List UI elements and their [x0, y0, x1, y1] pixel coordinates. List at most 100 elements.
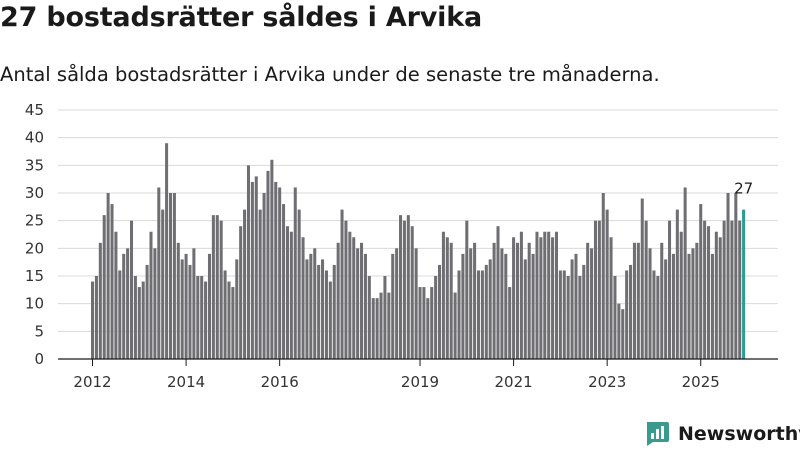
x-tick-label: 2019: [401, 373, 439, 391]
bar: [246, 165, 250, 359]
bar: [515, 242, 520, 359]
bar: [184, 253, 188, 359]
bar: [648, 248, 652, 359]
bar: [340, 209, 344, 359]
y-tick-label: 30: [25, 184, 44, 202]
bar: [324, 270, 328, 359]
bar: [457, 270, 461, 359]
bar: [129, 220, 134, 359]
bar: [188, 264, 192, 359]
bar: [574, 253, 578, 359]
bar: [227, 281, 231, 359]
bar: [410, 226, 414, 359]
bar: [122, 253, 126, 359]
bar: [687, 253, 691, 359]
annotations: 27: [734, 180, 753, 198]
newsworthy-logo: Newsworthy: [644, 420, 800, 448]
bar: [437, 264, 442, 359]
bar: [726, 193, 730, 359]
bar: [582, 264, 586, 359]
bar: [211, 215, 215, 359]
bar: [426, 298, 430, 359]
bar: [289, 231, 293, 359]
bar: [480, 270, 484, 359]
y-tick-label: 35: [25, 156, 44, 174]
bar: [710, 253, 714, 359]
bar: [675, 209, 679, 359]
bar: [527, 242, 531, 359]
bar: [352, 237, 356, 359]
bar: [722, 220, 726, 359]
bar: [383, 276, 387, 359]
y-tick-label: 15: [25, 267, 44, 285]
bar: [137, 287, 141, 359]
bar: [742, 209, 746, 359]
bar: [695, 242, 699, 359]
bar: [461, 253, 465, 359]
bar: [219, 220, 223, 359]
bar: [539, 237, 543, 359]
bar: [535, 231, 539, 359]
bar: [336, 242, 340, 359]
bar: [714, 231, 718, 359]
bar: [231, 287, 235, 359]
bar: [387, 292, 391, 359]
y-tick-label: 40: [25, 129, 44, 147]
bar: [652, 270, 656, 359]
bar: [445, 237, 449, 359]
bar: [328, 281, 332, 359]
bar: [562, 270, 566, 359]
x-tick-label: 2023: [588, 373, 626, 391]
chart-title: 27 bostadsrätter såldes i Arvika: [0, 2, 482, 33]
bar: [309, 253, 313, 359]
bar: [597, 220, 601, 359]
bar: [430, 287, 434, 359]
bar: [671, 253, 675, 359]
bar: [644, 220, 648, 359]
bar: [141, 281, 145, 359]
bar: [617, 303, 621, 359]
bar: [391, 253, 395, 359]
bar: [441, 231, 445, 359]
x-tick-label: 2025: [682, 373, 720, 391]
bar: [332, 264, 336, 359]
y-axis: 0 5 10 15 20 25 30 35 40 45: [25, 101, 44, 368]
bar: [223, 270, 227, 359]
bar: [344, 220, 348, 359]
bar: [418, 287, 422, 359]
bar: [356, 248, 360, 359]
bar: [691, 248, 695, 359]
bar: [632, 242, 636, 359]
bar: [699, 204, 703, 359]
bar: [609, 237, 613, 359]
bar: [133, 276, 137, 359]
bar: [313, 248, 317, 359]
chart-subtitle: Antal sålda bostadsrätter i Arvika under…: [0, 63, 660, 86]
bar: [305, 259, 309, 359]
bar: [399, 215, 403, 359]
bar: [91, 281, 95, 359]
bar: [492, 242, 496, 359]
bar: [293, 187, 297, 359]
bar: [406, 215, 410, 359]
bar: [149, 231, 153, 359]
bar: [734, 193, 738, 359]
bar: [453, 292, 457, 359]
x-axis: 2012 2014 2016 2019 2021 2023 2025: [58, 358, 778, 391]
bar: [270, 159, 274, 359]
x-tick-label: 2014: [167, 373, 205, 391]
bar: [243, 209, 247, 359]
bar: [558, 270, 562, 359]
bar: [395, 248, 399, 359]
bar: [718, 237, 722, 359]
bar: [449, 242, 453, 359]
bar: [363, 253, 367, 359]
bar: [176, 242, 180, 359]
bar: [114, 231, 118, 359]
bar: [523, 259, 527, 359]
bar: [500, 248, 504, 359]
bar: [235, 259, 239, 359]
bars: [91, 143, 746, 359]
bar: [469, 248, 473, 359]
bar: [204, 281, 208, 359]
